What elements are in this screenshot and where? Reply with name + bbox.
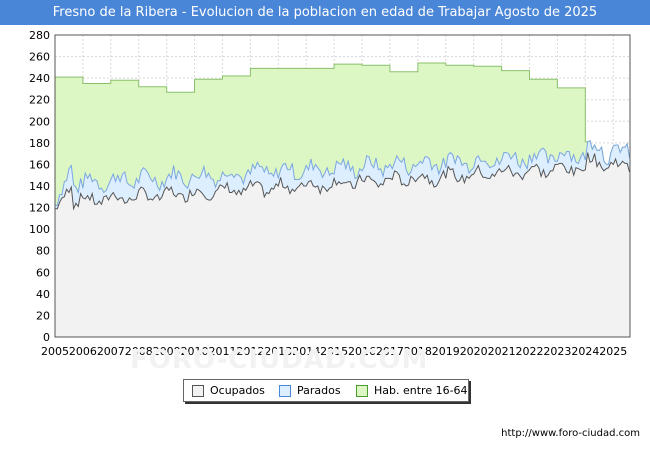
y-tick-label: 140	[29, 180, 50, 193]
x-tick-label: 2016	[348, 345, 376, 358]
area-ocupados	[55, 152, 630, 337]
x-tick-label: 2009	[153, 345, 181, 358]
chart-title: Fresno de la Ribera - Evolucion de la po…	[0, 0, 650, 25]
series-areas	[55, 62, 630, 337]
y-tick-label: 100	[29, 223, 50, 236]
x-tick-label: 2006	[69, 345, 97, 358]
x-tick-label: 2012	[236, 345, 264, 358]
y-axis: 0 20 40 60 80 100 120 140 160 180 200 220 240 260 280	[29, 29, 50, 344]
legend-swatch-hab	[356, 385, 368, 397]
y-tick-label: 240	[29, 72, 50, 85]
y-tick-label: 0	[43, 331, 50, 344]
legend-label-hab: Hab. entre 16-64	[374, 384, 468, 397]
legend-label-parados: Parados	[297, 384, 341, 397]
line-ocupados	[55, 152, 630, 211]
x-tick-label: 2020	[460, 345, 488, 358]
y-tick-label: 120	[29, 202, 50, 215]
x-tick-label: 2024	[571, 345, 599, 358]
x-tick-label: 2011	[208, 345, 236, 358]
x-tick-label: 2010	[181, 345, 209, 358]
x-tick-label: 2018	[404, 345, 432, 358]
watermark: FORO-CIUDAD.COM	[130, 345, 429, 375]
x-tick-label: 2023	[543, 345, 571, 358]
y-tick-label: 280	[29, 29, 50, 42]
y-tick-label: 160	[29, 158, 50, 171]
y-tick-label: 260	[29, 51, 50, 64]
x-tick-label: 2007	[97, 345, 125, 358]
source-url: http://www.foro-ciudad.com	[501, 428, 640, 439]
x-tick-label: 2017	[376, 345, 404, 358]
y-tick-label: 220	[29, 94, 50, 107]
x-tick-label: 2008	[125, 345, 153, 358]
x-tick-label: 2022	[516, 345, 544, 358]
x-tick-label: 2014	[292, 345, 320, 358]
y-tick-label: 40	[36, 288, 50, 301]
y-tick-label: 20	[36, 309, 50, 322]
x-tick-label: 2019	[432, 345, 460, 358]
x-tick-label: 2015	[320, 345, 348, 358]
x-tick-label: 2021	[488, 345, 516, 358]
legend-swatch-parados	[279, 385, 291, 397]
legend: Ocupados Parados Hab. entre 16-64	[183, 379, 469, 402]
y-tick-label: 200	[29, 115, 50, 128]
legend-label-ocupados: Ocupados	[210, 384, 265, 397]
x-tick-label: 2025	[599, 345, 627, 358]
line-parados	[55, 139, 630, 206]
plot-frame	[54, 34, 631, 338]
y-tick-label: 180	[29, 137, 50, 150]
chart-area: 020406080100120140160180200220240260280 …	[29, 29, 631, 358]
x-tick-label: 2013	[264, 345, 292, 358]
legend-swatch-ocupados	[192, 385, 204, 397]
x-tick-label: 2005	[41, 345, 69, 358]
y-tick-label: 60	[36, 266, 50, 279]
y-tick-label: 80	[36, 245, 50, 258]
x-axis: 2005 2006 2007 2008 2009 2010 2011 2012 2013 2014…	[41, 345, 627, 358]
